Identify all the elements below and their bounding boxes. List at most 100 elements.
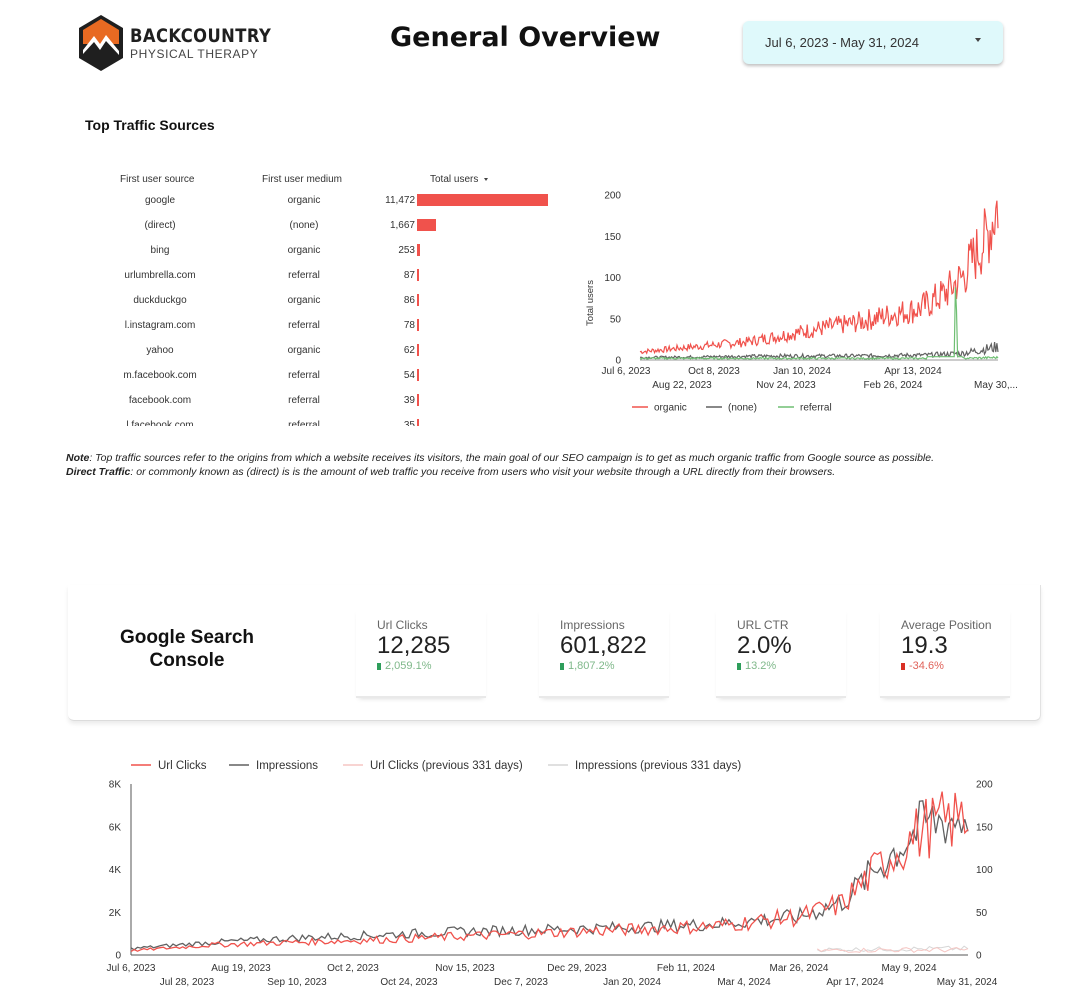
medium-cell: organic — [287, 245, 321, 256]
y-tick-label: 200 — [604, 191, 621, 202]
table-row[interactable]: l.instagram.com referral 78 — [110, 319, 560, 345]
kpi-value: 19.3 — [901, 632, 948, 659]
source-cell: (direct) — [144, 220, 176, 231]
legend-label: Impressions — [256, 760, 318, 772]
users-bar — [417, 194, 548, 206]
users-bar — [417, 369, 419, 381]
column-header-medium[interactable]: First user medium — [262, 174, 343, 185]
source-cell: l.instagram.com — [124, 320, 196, 331]
users-cell: 39 — [403, 395, 415, 406]
users-bar — [417, 219, 437, 231]
medium-cell: organic — [287, 345, 321, 356]
y-tick-label: 50 — [610, 314, 622, 325]
x-tick-label: Mar 4, 2024 — [717, 977, 771, 988]
kpi-label: Average Position — [901, 618, 992, 632]
kpi-delta: -34.6% — [901, 660, 944, 672]
y-left-tick-label: 8K — [109, 780, 122, 791]
note-text: : Top traffic sources refer to the origi… — [89, 452, 934, 464]
series-line — [130, 800, 969, 951]
brand-name: BACKCOUNTRY — [130, 24, 272, 47]
source-cell: facebook.com — [128, 395, 192, 406]
x-tick-label: Feb 26, 2024 — [864, 380, 923, 391]
table-row[interactable]: l.facebook.com referral 35 — [110, 419, 560, 426]
source-cell: m.facebook.com — [123, 370, 197, 381]
medium-cell: (none) — [289, 220, 319, 231]
source-cell: google — [144, 195, 176, 206]
trend-up-icon — [737, 663, 741, 670]
users-cell: 11,472 — [385, 195, 415, 206]
y-left-tick-label: 0 — [115, 951, 121, 962]
date-range-picker[interactable]: Jul 6, 2023 - May 31, 2024 — [743, 21, 1003, 64]
legend-label: organic — [654, 403, 687, 414]
users-cell: 35 — [403, 420, 415, 426]
traffic-section-title: Top Traffic Sources — [85, 117, 215, 133]
table-row[interactable]: duckduckgo organic 86 — [110, 294, 560, 320]
traffic-sources-table: First user source First user medium Tota… — [110, 170, 560, 426]
x-tick-label: Jul 6, 2023 — [602, 366, 651, 377]
users-cell: 62 — [403, 345, 415, 356]
gsc-panel — [68, 585, 1041, 721]
y-right-tick-label: 0 — [976, 951, 982, 962]
kpi-card: Average Position 19.3 -34.6% — [880, 608, 1010, 698]
kpi-label: Url Clicks — [377, 618, 428, 632]
note-label: Note — [66, 452, 90, 464]
table-row[interactable]: facebook.com referral 39 — [110, 394, 560, 420]
users-bar — [417, 294, 419, 306]
medium-cell: referral — [288, 320, 320, 331]
x-tick-label: Jan 20, 2024 — [603, 977, 661, 988]
brand-logo: BACKCOUNTRY PHYSICAL THERAPY — [78, 14, 272, 72]
users-bar — [417, 244, 420, 256]
source-cell: urlumbrella.com — [124, 270, 196, 281]
y-left-tick-label: 6K — [109, 822, 122, 833]
x-tick-label: Sep 10, 2023 — [267, 977, 327, 988]
kpi-delta-value: 2,059.1% — [385, 660, 432, 672]
x-tick-label: Dec 29, 2023 — [547, 963, 607, 974]
x-tick-label: May 9, 2024 — [881, 963, 936, 974]
x-tick-label: Feb 11, 2024 — [657, 963, 716, 974]
kpi-delta: 1,807.2% — [560, 660, 614, 672]
x-tick-label: Apr 13, 2024 — [884, 366, 942, 377]
page-title: General Overview — [390, 22, 661, 53]
users-cell: 253 — [398, 245, 415, 256]
table-row[interactable]: bing organic 253 — [110, 244, 560, 270]
kpi-value: 2.0% — [737, 632, 792, 659]
kpi-delta: 2,059.1% — [377, 660, 431, 672]
legend-label: (none) — [728, 403, 757, 414]
trend-down-icon — [901, 663, 905, 670]
kpi-card: URL CTR 2.0% 13.2% — [716, 608, 846, 698]
kpi-delta-value: 13.2% — [745, 660, 777, 672]
series-line-organic — [639, 200, 999, 355]
table-row[interactable]: (direct) (none) 1,667 — [110, 219, 560, 245]
medium-cell: referral — [288, 395, 320, 406]
kpi-delta: 13.2% — [737, 660, 776, 672]
users-bar — [417, 419, 419, 426]
table-row[interactable]: yahoo organic 62 — [110, 344, 560, 370]
table-row[interactable]: m.facebook.com referral 54 — [110, 369, 560, 395]
source-cell: l.facebook.com — [126, 420, 194, 426]
caret-down-icon — [975, 38, 981, 42]
column-header-users-label: Total users — [430, 174, 479, 185]
gsc-clicks-impressions-chart: Url Clicks Impressions Url Clicks (previou… — [107, 760, 998, 988]
column-header-source[interactable]: First user source — [120, 174, 195, 185]
users-bar — [417, 344, 419, 356]
table-row[interactable]: urlumbrella.com referral 87 — [110, 269, 560, 295]
x-tick-label: Oct 8, 2023 — [688, 366, 740, 377]
trend-up-icon — [560, 663, 564, 670]
source-cell: bing — [150, 245, 170, 256]
table-row[interactable]: google organic 11,472 — [110, 194, 560, 220]
traffic-note: Note: Top traffic sources refer to the o… — [66, 451, 1056, 479]
column-header-users[interactable]: Total users — [430, 174, 489, 185]
kpi-label: Impressions — [560, 618, 625, 632]
legend-label: Url Clicks (previous 331 days) — [370, 760, 523, 772]
series-line — [817, 946, 969, 954]
sort-desc-icon — [484, 177, 489, 181]
medium-cell: referral — [288, 420, 320, 426]
users-bar — [417, 394, 419, 406]
direct-traffic-label: Direct Traffic — [66, 466, 131, 478]
x-tick-label: Oct 2, 2023 — [327, 963, 379, 974]
kpi-value: 601,822 — [560, 632, 647, 659]
x-tick-label: Aug 19, 2023 — [211, 963, 271, 974]
y-left-tick-label: 2K — [109, 908, 122, 919]
medium-cell: organic — [287, 195, 321, 206]
kpi-value: 12,285 — [377, 632, 451, 659]
